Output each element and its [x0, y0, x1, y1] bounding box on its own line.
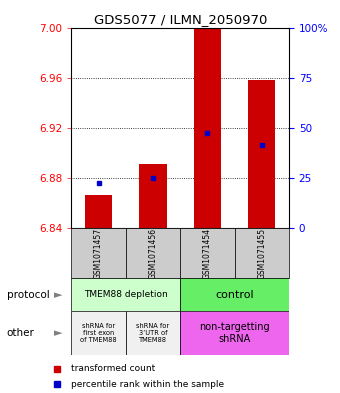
Bar [71, 278, 180, 311]
Bar [139, 164, 167, 228]
Bar [180, 278, 289, 311]
Text: TMEM88 depletion: TMEM88 depletion [84, 290, 168, 299]
Text: GSM1071457: GSM1071457 [94, 228, 103, 279]
Bar [248, 80, 275, 228]
Bar [126, 228, 180, 278]
Bar [126, 311, 180, 355]
Bar [71, 228, 126, 278]
Text: ►: ► [54, 290, 62, 300]
Text: non-targetting
shRNA: non-targetting shRNA [199, 322, 270, 344]
Bar [180, 311, 289, 355]
Text: GSM1071456: GSM1071456 [149, 228, 157, 279]
Text: transformed count: transformed count [71, 364, 155, 373]
Text: other: other [7, 328, 35, 338]
Bar [180, 228, 235, 278]
Bar [235, 228, 289, 278]
Bar [71, 311, 126, 355]
Bar [85, 195, 112, 228]
Text: GSM1071455: GSM1071455 [257, 228, 266, 279]
Text: shRNA for
first exon
of TMEM88: shRNA for first exon of TMEM88 [80, 323, 117, 343]
Title: GDS5077 / ILMN_2050970: GDS5077 / ILMN_2050970 [94, 13, 267, 26]
Text: GSM1071454: GSM1071454 [203, 228, 212, 279]
Bar [194, 28, 221, 228]
Text: ►: ► [54, 328, 62, 338]
Text: shRNA for
3’UTR of
TMEM88: shRNA for 3’UTR of TMEM88 [136, 323, 170, 343]
Text: protocol: protocol [7, 290, 50, 300]
Text: percentile rank within the sample: percentile rank within the sample [71, 380, 224, 389]
Text: control: control [215, 290, 254, 300]
